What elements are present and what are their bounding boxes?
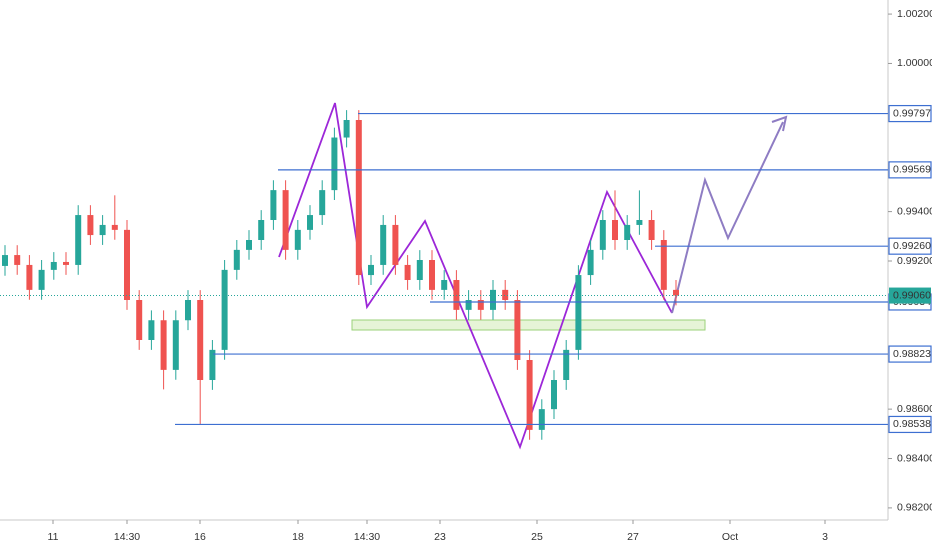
candle-body xyxy=(538,409,545,430)
candle-body xyxy=(526,360,533,430)
y-tick-label: 0.98600 xyxy=(897,403,932,415)
x-tick-label: Oct xyxy=(722,531,738,543)
x-tick-label: 3 xyxy=(822,531,828,543)
candle-body xyxy=(343,120,350,138)
price-level-label: 0.99260 xyxy=(893,240,931,252)
candle-body xyxy=(551,380,557,410)
price-level-tag xyxy=(888,345,932,363)
candle-body xyxy=(185,300,191,321)
price-level-tag xyxy=(888,161,932,179)
price-level-label: 0.99569 xyxy=(893,164,931,176)
candle-body xyxy=(246,240,252,250)
candle-body xyxy=(233,249,240,270)
candle-body xyxy=(612,220,618,240)
price-level-tag xyxy=(888,237,932,255)
candle-body xyxy=(514,300,521,360)
candle-body xyxy=(575,275,582,350)
candle-body xyxy=(453,280,460,310)
candle-body xyxy=(14,255,21,265)
candle-body xyxy=(404,264,411,280)
candle-body xyxy=(124,229,130,300)
y-tick-label: 0.98400 xyxy=(897,452,932,464)
candle-body xyxy=(368,264,374,276)
candle-body xyxy=(99,224,106,236)
candle-body xyxy=(282,190,289,250)
current-price-label: 0.99060 xyxy=(893,289,931,301)
y-tick-label: 1.00000 xyxy=(897,57,932,69)
candle-body xyxy=(331,137,338,191)
candle-body xyxy=(38,269,45,290)
x-tick-label: 27 xyxy=(627,531,639,543)
candle-body xyxy=(477,300,484,310)
x-tick-label: 25 xyxy=(531,531,543,543)
y-tick-label: 0.98200 xyxy=(897,502,932,514)
candle-body xyxy=(197,300,204,380)
candle-body xyxy=(648,220,655,240)
candle-body xyxy=(660,240,667,290)
x-tick-label: 14:30 xyxy=(354,531,380,543)
price-level-tag xyxy=(888,104,932,123)
pattern-line xyxy=(278,102,673,450)
x-tick-label: 18 xyxy=(292,531,304,543)
candle-body xyxy=(294,229,301,250)
x-tick-label: 11 xyxy=(48,531,59,543)
candle-body xyxy=(26,264,33,290)
x-tick-label: 14:30 xyxy=(114,531,140,543)
candle-body xyxy=(563,349,570,380)
y-tick-label: 1.00200 xyxy=(897,8,932,20)
candle-body xyxy=(172,320,179,370)
candle-body xyxy=(441,280,448,290)
projection-arrow xyxy=(771,115,788,132)
candle-body xyxy=(111,224,118,230)
candle-body xyxy=(673,289,679,296)
x-tick-label: 16 xyxy=(194,531,206,543)
candle-body xyxy=(355,120,362,276)
candle-body xyxy=(2,255,8,266)
candle-body xyxy=(502,289,509,300)
candle-body xyxy=(148,320,155,340)
support-zone xyxy=(351,319,706,331)
projection-line xyxy=(671,121,784,314)
y-tick-label: 0.99200 xyxy=(897,255,932,267)
candle-body xyxy=(307,215,313,230)
candle-body xyxy=(599,220,606,250)
candle-body xyxy=(50,261,57,270)
candle-body xyxy=(416,260,423,280)
candle-body xyxy=(75,215,82,265)
candle-body xyxy=(465,300,472,310)
candle-body xyxy=(587,249,594,276)
y-tick-label: 0.99400 xyxy=(897,205,932,217)
price-level-label: 0.98823 xyxy=(893,348,931,360)
candle-body xyxy=(258,220,265,240)
candle-body xyxy=(319,190,326,216)
candle-body xyxy=(63,261,69,265)
candle-body xyxy=(490,289,496,310)
candle-body xyxy=(624,224,631,240)
price-level-tag xyxy=(888,415,932,434)
candle-body xyxy=(221,269,228,350)
candle-body xyxy=(209,349,216,380)
candle-body xyxy=(636,220,643,225)
candle-body xyxy=(429,260,435,290)
price-level-label: 0.98538 xyxy=(893,418,931,430)
candle-body xyxy=(380,224,387,265)
candle-body xyxy=(270,190,277,220)
price-level-label: 0.99797 xyxy=(893,107,931,119)
candle-body xyxy=(136,300,143,340)
candle-body xyxy=(160,320,167,370)
current-price-tag xyxy=(889,287,931,304)
candle-body xyxy=(392,224,399,265)
x-tick-label: 23 xyxy=(434,531,446,543)
candle-body xyxy=(87,215,94,236)
